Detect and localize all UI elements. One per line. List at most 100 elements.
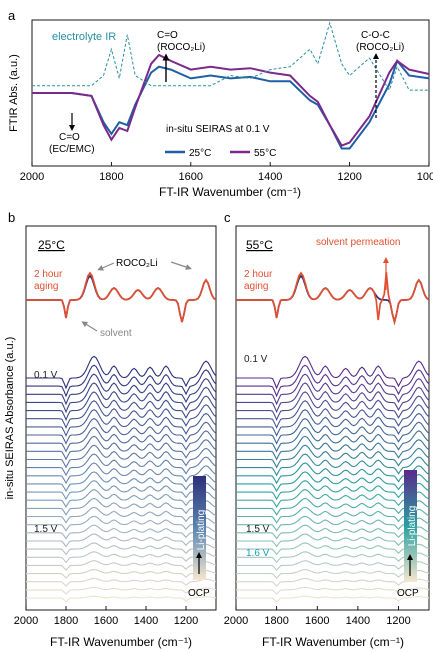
panel-c-aging-2: aging: [244, 281, 268, 292]
panel-b-stacked-spectra: [26, 271, 217, 603]
stacked-spectrum-line: [236, 426, 430, 453]
stacked-spectrum-line: [236, 560, 430, 572]
panel-b-label: b: [8, 210, 15, 225]
stacked-spectrum-line: [26, 551, 217, 564]
electrolyte-ir-label: electrolyte IR: [52, 31, 116, 43]
stacked-spectrum-line: [26, 506, 217, 524]
stacked-spectrum-line: [236, 480, 430, 501]
electrolyte-ir-line: [32, 21, 429, 92]
coc-label-1: C-O-C: [361, 30, 390, 41]
panel-b-v01: 0.1 V: [34, 370, 58, 381]
tick-label: 2000: [224, 615, 248, 627]
legend-title: in-situ SEIRAS at 0.1 V: [166, 124, 270, 135]
stacked-spectrum-line: [26, 373, 217, 406]
panel-c-ocp: OCP: [397, 588, 419, 599]
stacked-spectrum-line: [236, 524, 430, 540]
tick-label: 2000: [14, 615, 38, 627]
panel-a-lines: [32, 21, 430, 150]
stacked-spectrum-line: [236, 364, 430, 398]
stacked-spectrum-line: [236, 453, 430, 477]
stacked-spectrum-line: [26, 417, 217, 445]
panel-c-title: 55°C: [246, 238, 273, 252]
panel-b-aging-1: 2 hour: [34, 269, 63, 280]
panel-c-aging-1: 2 hour: [244, 269, 273, 280]
stacked-spectrum-line: [26, 569, 217, 580]
stacked-spectrum-line: [236, 417, 430, 445]
stacked-spectrum-line: [236, 489, 430, 508]
stacked-spectrum-line: [236, 355, 430, 390]
panel-a-x-ticks: 2000 1800 1600 1400 1200 1000: [20, 162, 433, 183]
panel-a-tick-label: 1600: [179, 171, 203, 183]
stacked-spectrum-line: [26, 515, 217, 532]
stacked-spectrum-line: [26, 586, 217, 595]
shared-ylabel: in-situ SEIRAS Absorbance (a.u.): [4, 337, 16, 500]
stacked-spectrum-line: [236, 373, 430, 406]
co-ec-label-1: C=O: [59, 132, 80, 143]
stacked-spectrum-line: [236, 533, 430, 548]
stacked-spectrum-line: [26, 355, 217, 390]
co-ec-label-2: (EC/EMC): [49, 144, 95, 155]
stacked-spectrum-line: [26, 560, 217, 572]
stacked-spectrum-line: [236, 462, 430, 485]
stacked-spectrum-line: [236, 551, 430, 564]
stacked-spectrum-line: [26, 462, 217, 485]
tick-label: 1400: [346, 615, 370, 627]
panel-a-tick-label: 1400: [258, 171, 282, 183]
stacked-spectrum-line: [236, 542, 430, 556]
panel-a-tick-label: 1800: [99, 171, 123, 183]
panel-b-v15: 1.5 V: [34, 524, 58, 535]
panel-a-tick-label: 2000: [20, 171, 44, 183]
stacked-spectrum-line: [236, 400, 430, 429]
rocoli-arrow-left: [97, 262, 115, 271]
stacked-spectrum-line: [26, 444, 217, 469]
panel-b-x-ticks: 2000 1800 1600 1400 1200: [14, 606, 198, 627]
stacked-spectrum-line: [26, 533, 217, 548]
tick-label: 1200: [386, 615, 410, 627]
stacked-spectrum-line: [236, 409, 430, 437]
panel-b-xlabel: FT-IR Wavenumber (cm⁻¹): [50, 635, 192, 649]
panel-b-aging-2: aging: [34, 281, 58, 292]
stacked-spectrum-line: [26, 400, 217, 429]
tick-label: 1600: [94, 615, 118, 627]
stacked-spectrum-line: [26, 524, 217, 540]
panel-b-frame: [25, 225, 217, 611]
stacked-spectrum-line: [26, 489, 217, 508]
stacked-spectrum-line: [26, 542, 217, 556]
stacked-spectrum-line: [26, 364, 217, 398]
panel-c-v15: 1.5 V: [246, 524, 270, 535]
stacked-spectrum-line: [236, 471, 430, 493]
stacked-spectrum-line: [26, 497, 217, 516]
stacked-spectrum-line: [26, 577, 217, 587]
panel-c-frame: [235, 225, 430, 611]
stacked-spectrum-line: [26, 595, 217, 603]
stacked-spectrum-line: [26, 435, 217, 461]
panel-a-tick-label: 1000: [417, 171, 433, 183]
stacked-spectrum-line: [236, 435, 430, 461]
stacked-spectrum-line: [236, 382, 430, 414]
solvent-arrow: [81, 321, 98, 332]
panel-a-tick-label: 1200: [337, 171, 361, 183]
tick-label: 1400: [134, 615, 158, 627]
legend-55-label: 55°C: [254, 148, 276, 159]
stacked-spectrum-line: [26, 409, 217, 437]
panel-a-label: a: [8, 8, 16, 23]
panel-c-label: c: [224, 210, 231, 225]
panel-c-stacked-spectra: [236, 271, 430, 603]
stacked-spectrum-line: [236, 515, 430, 532]
tick-label: 1800: [54, 615, 78, 627]
stacked-spectrum-line: [26, 480, 217, 501]
series-25c-line: [32, 58, 430, 150]
aging-trace-line: [26, 271, 217, 323]
legend-25-label: 25°C: [189, 148, 211, 159]
stacked-spectrum-line: [236, 391, 430, 422]
panel-b-li-plating: Li-plating: [196, 510, 207, 551]
co-rocoli-label-2: (ROCO₂Li): [157, 42, 205, 53]
coc-label-2: (ROCO₂Li): [356, 42, 404, 53]
panel-a-ylabel: FTIR Abs. (a.u.): [8, 54, 20, 132]
panel-a-xlabel: FT-IR Wavenumber (cm⁻¹): [159, 185, 301, 199]
panel-c-xlabel: FT-IR Wavenumber (cm⁻¹): [262, 635, 404, 649]
aging-trace-line: [236, 271, 430, 326]
panel-b-ocp: OCP: [188, 588, 210, 599]
stacked-spectrum-line: [26, 382, 217, 414]
